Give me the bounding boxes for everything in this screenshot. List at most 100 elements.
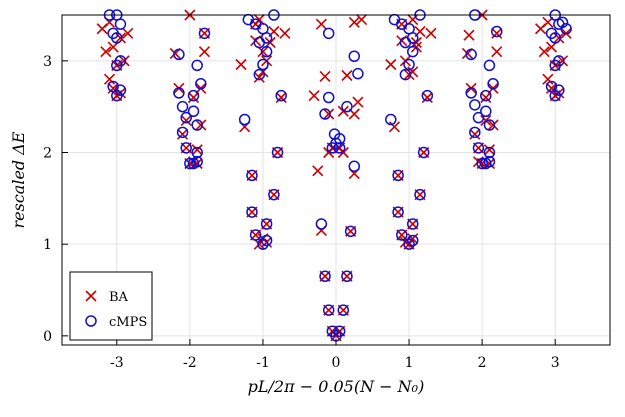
ba-point	[187, 91, 200, 104]
x-stroke	[556, 55, 569, 67]
x-stroke	[253, 238, 265, 250]
x-stroke	[107, 82, 119, 94]
cmps-point	[476, 157, 488, 170]
ba-point	[545, 41, 558, 53]
ba-point	[538, 46, 550, 58]
ba-point	[279, 27, 291, 39]
ba-point	[348, 16, 360, 28]
cmps-point	[406, 45, 419, 58]
cmps-point	[176, 100, 189, 113]
cmps-point	[187, 105, 200, 117]
cmps-point	[260, 218, 273, 230]
ba-point	[198, 46, 211, 58]
x-stroke	[191, 144, 203, 156]
cmps-point	[238, 113, 251, 126]
x-tick-label: -1	[256, 355, 270, 371]
ba-point	[312, 165, 324, 177]
cmps-point	[322, 304, 335, 316]
cmps-point	[271, 146, 284, 159]
x-stroke	[103, 73, 116, 85]
x-stroke	[425, 27, 437, 39]
ba-point	[275, 91, 287, 104]
cmps-point	[553, 55, 565, 67]
x-stroke	[337, 146, 349, 159]
ba-point	[195, 119, 207, 131]
axis-ticks: -3 -2 -1 0 1 2 3 0 1 2 3	[43, 54, 560, 371]
legend-label-ba: BA	[109, 290, 129, 305]
cmps-point	[472, 142, 485, 154]
cmps-point	[330, 137, 342, 150]
ba-point	[407, 233, 419, 245]
cmps-point	[483, 119, 496, 131]
y-axis-label: rescaled ΔE	[9, 131, 28, 228]
ba-point	[491, 27, 503, 39]
legend-cmps-circle-icon	[85, 315, 97, 327]
cmps-point	[184, 157, 196, 170]
ba-point	[463, 29, 475, 41]
x-axis-label: pL/2π − 0.05(N − N₀)	[248, 377, 425, 396]
x-stroke	[469, 128, 481, 140]
cmps-point	[257, 58, 269, 71]
cmps-point	[268, 188, 280, 201]
ba-point	[542, 73, 554, 85]
x-stroke	[480, 91, 492, 104]
ba-point	[253, 238, 265, 250]
cmps-point	[114, 55, 127, 67]
x-stroke	[319, 70, 331, 82]
cmps-point	[406, 218, 419, 230]
cmps-point	[107, 80, 119, 93]
cmps-point	[198, 27, 211, 40]
cmps-point	[472, 111, 485, 124]
ba-point	[337, 146, 349, 159]
cmps-point	[246, 206, 258, 218]
x-stroke	[176, 128, 189, 140]
x-tick-label: 0	[332, 355, 341, 371]
ba-point	[407, 14, 419, 26]
ba-point	[118, 55, 130, 67]
ba-point	[421, 91, 433, 104]
x-stroke	[545, 41, 558, 53]
cmps-point	[348, 160, 361, 172]
ba-point	[469, 128, 481, 140]
x-tick-label: 3	[551, 355, 560, 371]
ba-point	[315, 18, 327, 30]
ba-point	[556, 55, 569, 67]
ba-point	[235, 58, 247, 71]
x-stroke	[257, 46, 269, 58]
cmps-point	[465, 48, 477, 61]
cmps-point	[253, 68, 266, 81]
x-stroke	[308, 90, 320, 102]
cmps-point	[545, 80, 558, 93]
cmps-point	[180, 111, 192, 124]
ba-point	[253, 14, 265, 26]
cmps-point	[483, 146, 496, 159]
ba-point	[308, 90, 320, 102]
y-tick-label: 2	[43, 146, 52, 162]
cmps-point	[348, 50, 361, 62]
cmps-point	[180, 142, 192, 154]
cmps-point	[260, 234, 273, 247]
ba-point	[483, 144, 496, 156]
x-tick-label: -2	[183, 355, 197, 371]
x-stroke	[407, 233, 419, 245]
cmps-point	[173, 87, 185, 99]
cmps-point	[315, 218, 328, 230]
x-stroke	[323, 146, 335, 159]
cmps-point	[469, 99, 481, 111]
y-tick-label: 3	[43, 54, 52, 70]
cmps-point	[260, 45, 273, 58]
cmps-point	[344, 225, 357, 238]
x-stroke	[195, 119, 207, 131]
x-stroke	[542, 73, 554, 85]
cmps-point	[417, 146, 430, 159]
ba-point	[176, 128, 189, 140]
x-stroke	[114, 32, 127, 44]
cmps-point	[545, 27, 558, 40]
cmps-point	[246, 169, 258, 182]
y-tick-label: 1	[43, 237, 52, 253]
x-stroke	[356, 14, 368, 26]
legend-ba-mark	[85, 290, 97, 302]
cmps-point	[341, 100, 353, 113]
x-stroke	[352, 96, 364, 108]
